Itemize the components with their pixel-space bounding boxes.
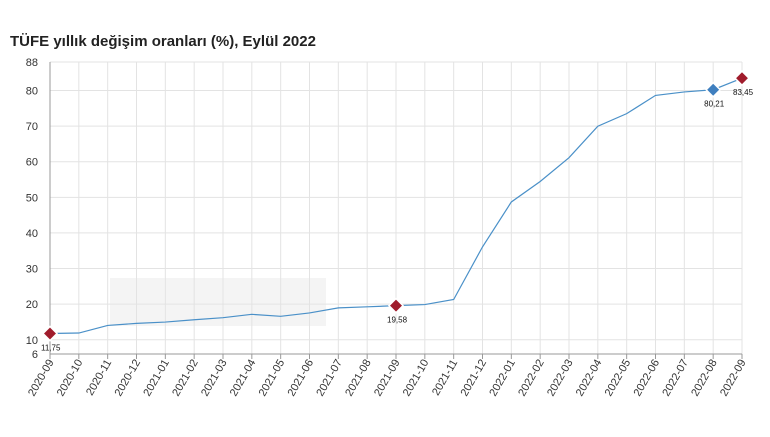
x-tick-label: 2021-05 (257, 358, 288, 399)
x-tick-label: 2021-08 (343, 358, 374, 399)
label-layer: 11,75 19,58 80,21 83,45 (41, 88, 754, 352)
x-tick-label: 2021-06 (286, 358, 317, 399)
data-point (510, 201, 512, 203)
data-point (136, 322, 138, 324)
plot-watermark (110, 278, 326, 326)
y-tick-label: 20 (26, 299, 38, 311)
highlight-marker (705, 81, 722, 98)
data-point (309, 312, 311, 314)
x-tick-label: 2020-10 (55, 358, 86, 399)
data-label: 11,75 (41, 344, 61, 353)
x-tick-label: 2022-02 (516, 358, 547, 399)
x-tick-label: 2021-02 (170, 358, 201, 399)
x-tick-label: 2022-03 (545, 358, 576, 399)
x-tick-label: 2022-01 (487, 358, 518, 399)
x-tick-label: 2022-07 (660, 358, 691, 399)
data-point (107, 324, 109, 326)
x-tick-label: 2021-03 (199, 358, 230, 399)
x-tick-label: 2022-04 (574, 358, 605, 399)
data-point (280, 315, 282, 317)
data-point (683, 91, 685, 93)
x-tick-label: 2021-04 (228, 358, 259, 399)
x-tick-label: 2021-10 (401, 358, 432, 399)
y-tick-label: 70 (26, 121, 38, 133)
y-tick-label: 40 (26, 228, 38, 240)
data-point (482, 246, 484, 248)
data-point (193, 319, 195, 321)
data-point (626, 113, 628, 115)
y-tick-label: 88 (26, 57, 38, 69)
x-tick-label: 2020-12 (113, 358, 144, 399)
data-point (424, 304, 426, 306)
y-tick-label: 80 (26, 85, 38, 97)
x-tick-label: 2021-01 (141, 358, 172, 399)
data-point (222, 317, 224, 319)
data-point (251, 313, 253, 315)
y-tick-label: 6 (32, 349, 38, 361)
y-tick-label: 50 (26, 192, 38, 204)
y-tick-label: 30 (26, 264, 38, 276)
data-point (337, 307, 339, 309)
highlight-marker (387, 297, 405, 314)
data-point (597, 125, 599, 127)
data-point (539, 181, 541, 183)
data-point (655, 94, 657, 96)
data-point (164, 321, 166, 323)
data-label: 80,21 (704, 100, 725, 109)
marker-layer (41, 70, 751, 342)
data-label: 19,58 (387, 316, 408, 325)
x-tick-label: 2021-09 (372, 358, 403, 399)
highlight-marker (733, 70, 751, 87)
data-point (568, 157, 570, 159)
x-tick-label: 2022-08 (689, 358, 720, 399)
x-tick-label: 2021-12 (459, 358, 490, 399)
x-tick-label: 2022-06 (632, 358, 663, 399)
x-tick-label: 2021-07 (314, 358, 345, 399)
x-tick-label: 2020-09 (26, 358, 57, 399)
chart-title: TÜFE yıllık değişim oranları (%), Eylül … (10, 33, 316, 50)
y-tick-label: 10 (26, 335, 38, 347)
x-tick-label: 2021-11 (430, 358, 460, 398)
highlight-marker (41, 325, 59, 342)
data-point (366, 306, 368, 308)
y-tick-label: 60 (26, 157, 38, 169)
x-tick-label: 2020-11 (84, 358, 114, 398)
x-tick-label: 2022-05 (603, 358, 634, 399)
data-point (453, 298, 455, 300)
x-tick-label: 2022-09 (718, 358, 749, 399)
data-point (78, 332, 80, 334)
data-label: 83,45 (733, 88, 754, 97)
